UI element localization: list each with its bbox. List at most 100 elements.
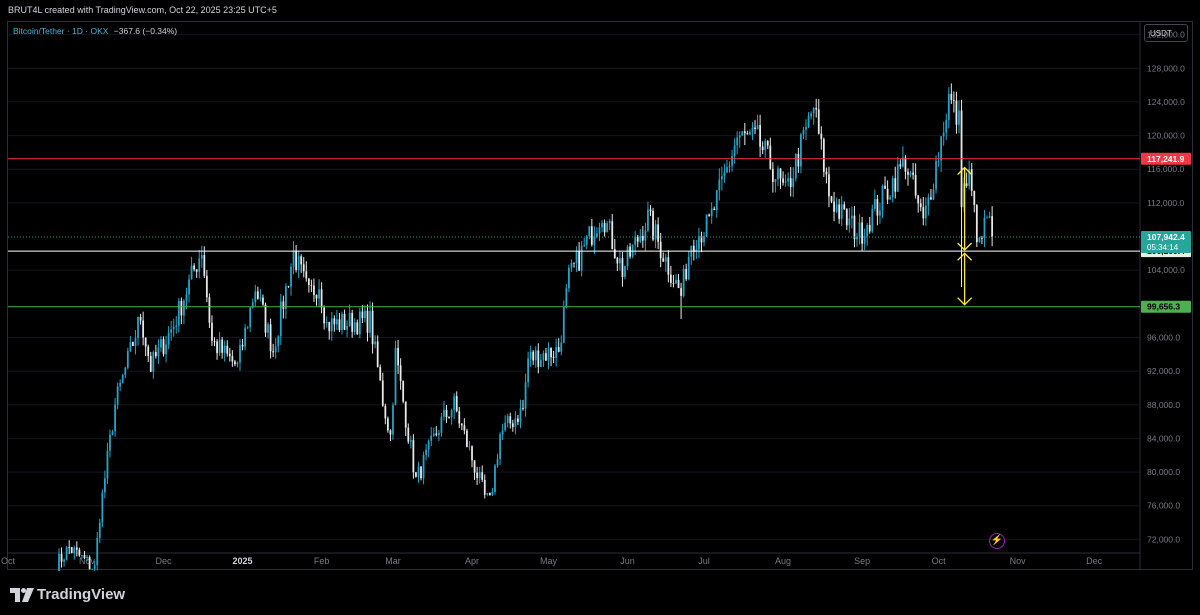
candle xyxy=(341,311,343,335)
candle-body xyxy=(805,126,807,130)
candle xyxy=(532,349,535,365)
candle-body xyxy=(98,522,101,538)
candle xyxy=(973,190,976,213)
candle-body xyxy=(101,492,104,523)
candle xyxy=(534,346,537,368)
candle-body xyxy=(596,233,598,237)
candle-body xyxy=(221,339,224,353)
candle-body xyxy=(295,250,297,270)
price-tick-label: 104,000.0 xyxy=(1147,265,1185,275)
candle-body xyxy=(392,405,394,435)
candle-body xyxy=(812,107,815,114)
candle-body xyxy=(555,346,558,358)
candle xyxy=(613,238,616,259)
candle xyxy=(277,335,280,353)
candle xyxy=(601,219,603,233)
candle-body xyxy=(264,304,267,333)
candle-body xyxy=(741,131,744,136)
candle-body xyxy=(835,204,838,212)
candle-body xyxy=(522,408,524,410)
candle-body xyxy=(945,119,948,133)
candle xyxy=(325,316,328,328)
candle-body xyxy=(573,262,575,264)
candle-body xyxy=(75,547,78,550)
candle-body xyxy=(394,347,397,406)
lightning-icon[interactable]: ⚡ xyxy=(989,533,1005,549)
candle xyxy=(692,239,695,261)
candle-body xyxy=(894,178,897,192)
candle-body xyxy=(833,201,835,212)
candle-body xyxy=(116,386,119,405)
candle xyxy=(379,364,382,381)
candle-body xyxy=(828,174,830,197)
candle-body xyxy=(211,322,213,341)
tradingview-logo[interactable]: TradingView xyxy=(10,586,125,603)
price-change: −367.6 (−0.34%) xyxy=(113,26,178,36)
candle-body xyxy=(764,141,767,151)
candle-body xyxy=(313,285,315,295)
candle-body xyxy=(601,222,603,228)
candle xyxy=(901,146,904,168)
candle-body xyxy=(749,131,751,135)
candle xyxy=(690,245,693,265)
candle-body xyxy=(940,136,943,161)
candle xyxy=(820,126,823,150)
candle-body xyxy=(297,256,300,270)
candle xyxy=(343,309,346,331)
time-tick-label: Oct xyxy=(1,556,16,566)
candle xyxy=(483,474,486,499)
candle-body xyxy=(863,236,866,244)
currency-button[interactable]: USDT xyxy=(1144,24,1188,42)
candle xyxy=(198,249,201,279)
candle-body xyxy=(817,109,820,134)
candle-body xyxy=(231,356,234,362)
candle xyxy=(968,160,971,190)
candle-body xyxy=(427,440,430,450)
candle xyxy=(641,225,644,248)
candle-body xyxy=(290,266,292,287)
candle xyxy=(766,140,769,150)
candle xyxy=(124,366,127,379)
price-axis: 72,000.0 76,000.0 80,000.0 84,000.0 88,000.0… xyxy=(8,30,1185,544)
candle xyxy=(947,87,950,129)
candle xyxy=(509,412,512,429)
time-tick-label: Sep xyxy=(854,556,870,566)
candle xyxy=(884,176,886,189)
candle-body xyxy=(769,145,772,169)
candle-body xyxy=(542,353,545,360)
candle-body xyxy=(965,183,968,186)
candle xyxy=(499,432,501,465)
candle-body xyxy=(779,168,782,179)
candle xyxy=(675,274,677,284)
candle-body xyxy=(501,430,504,435)
candle xyxy=(539,354,542,367)
candle-body xyxy=(287,286,290,288)
candle-body xyxy=(743,131,746,134)
candle-body xyxy=(504,422,507,431)
candle xyxy=(863,228,866,251)
candle xyxy=(669,265,672,288)
candle xyxy=(152,350,155,379)
price-tick-label: 112,000.0 xyxy=(1147,198,1184,208)
candle-body xyxy=(379,367,382,381)
candle xyxy=(616,256,619,272)
candle-body xyxy=(802,129,805,135)
candle xyxy=(774,178,777,193)
candle xyxy=(478,466,481,484)
candle-body xyxy=(708,214,711,217)
candle xyxy=(481,465,484,483)
candle xyxy=(307,278,310,293)
candle xyxy=(618,250,621,271)
candle xyxy=(759,114,762,158)
time-tick-label: Dec xyxy=(1086,556,1103,566)
price-tick-label: 76,000.0 xyxy=(1147,501,1180,511)
candle xyxy=(445,405,448,423)
candle xyxy=(585,235,588,250)
candle-body xyxy=(664,257,667,262)
symbol-name[interactable]: Bitcoin/Tether · 1D · OKX xyxy=(13,26,109,36)
candle xyxy=(305,261,308,282)
candle xyxy=(292,241,295,275)
candle xyxy=(392,402,394,440)
candle-body xyxy=(466,430,468,447)
